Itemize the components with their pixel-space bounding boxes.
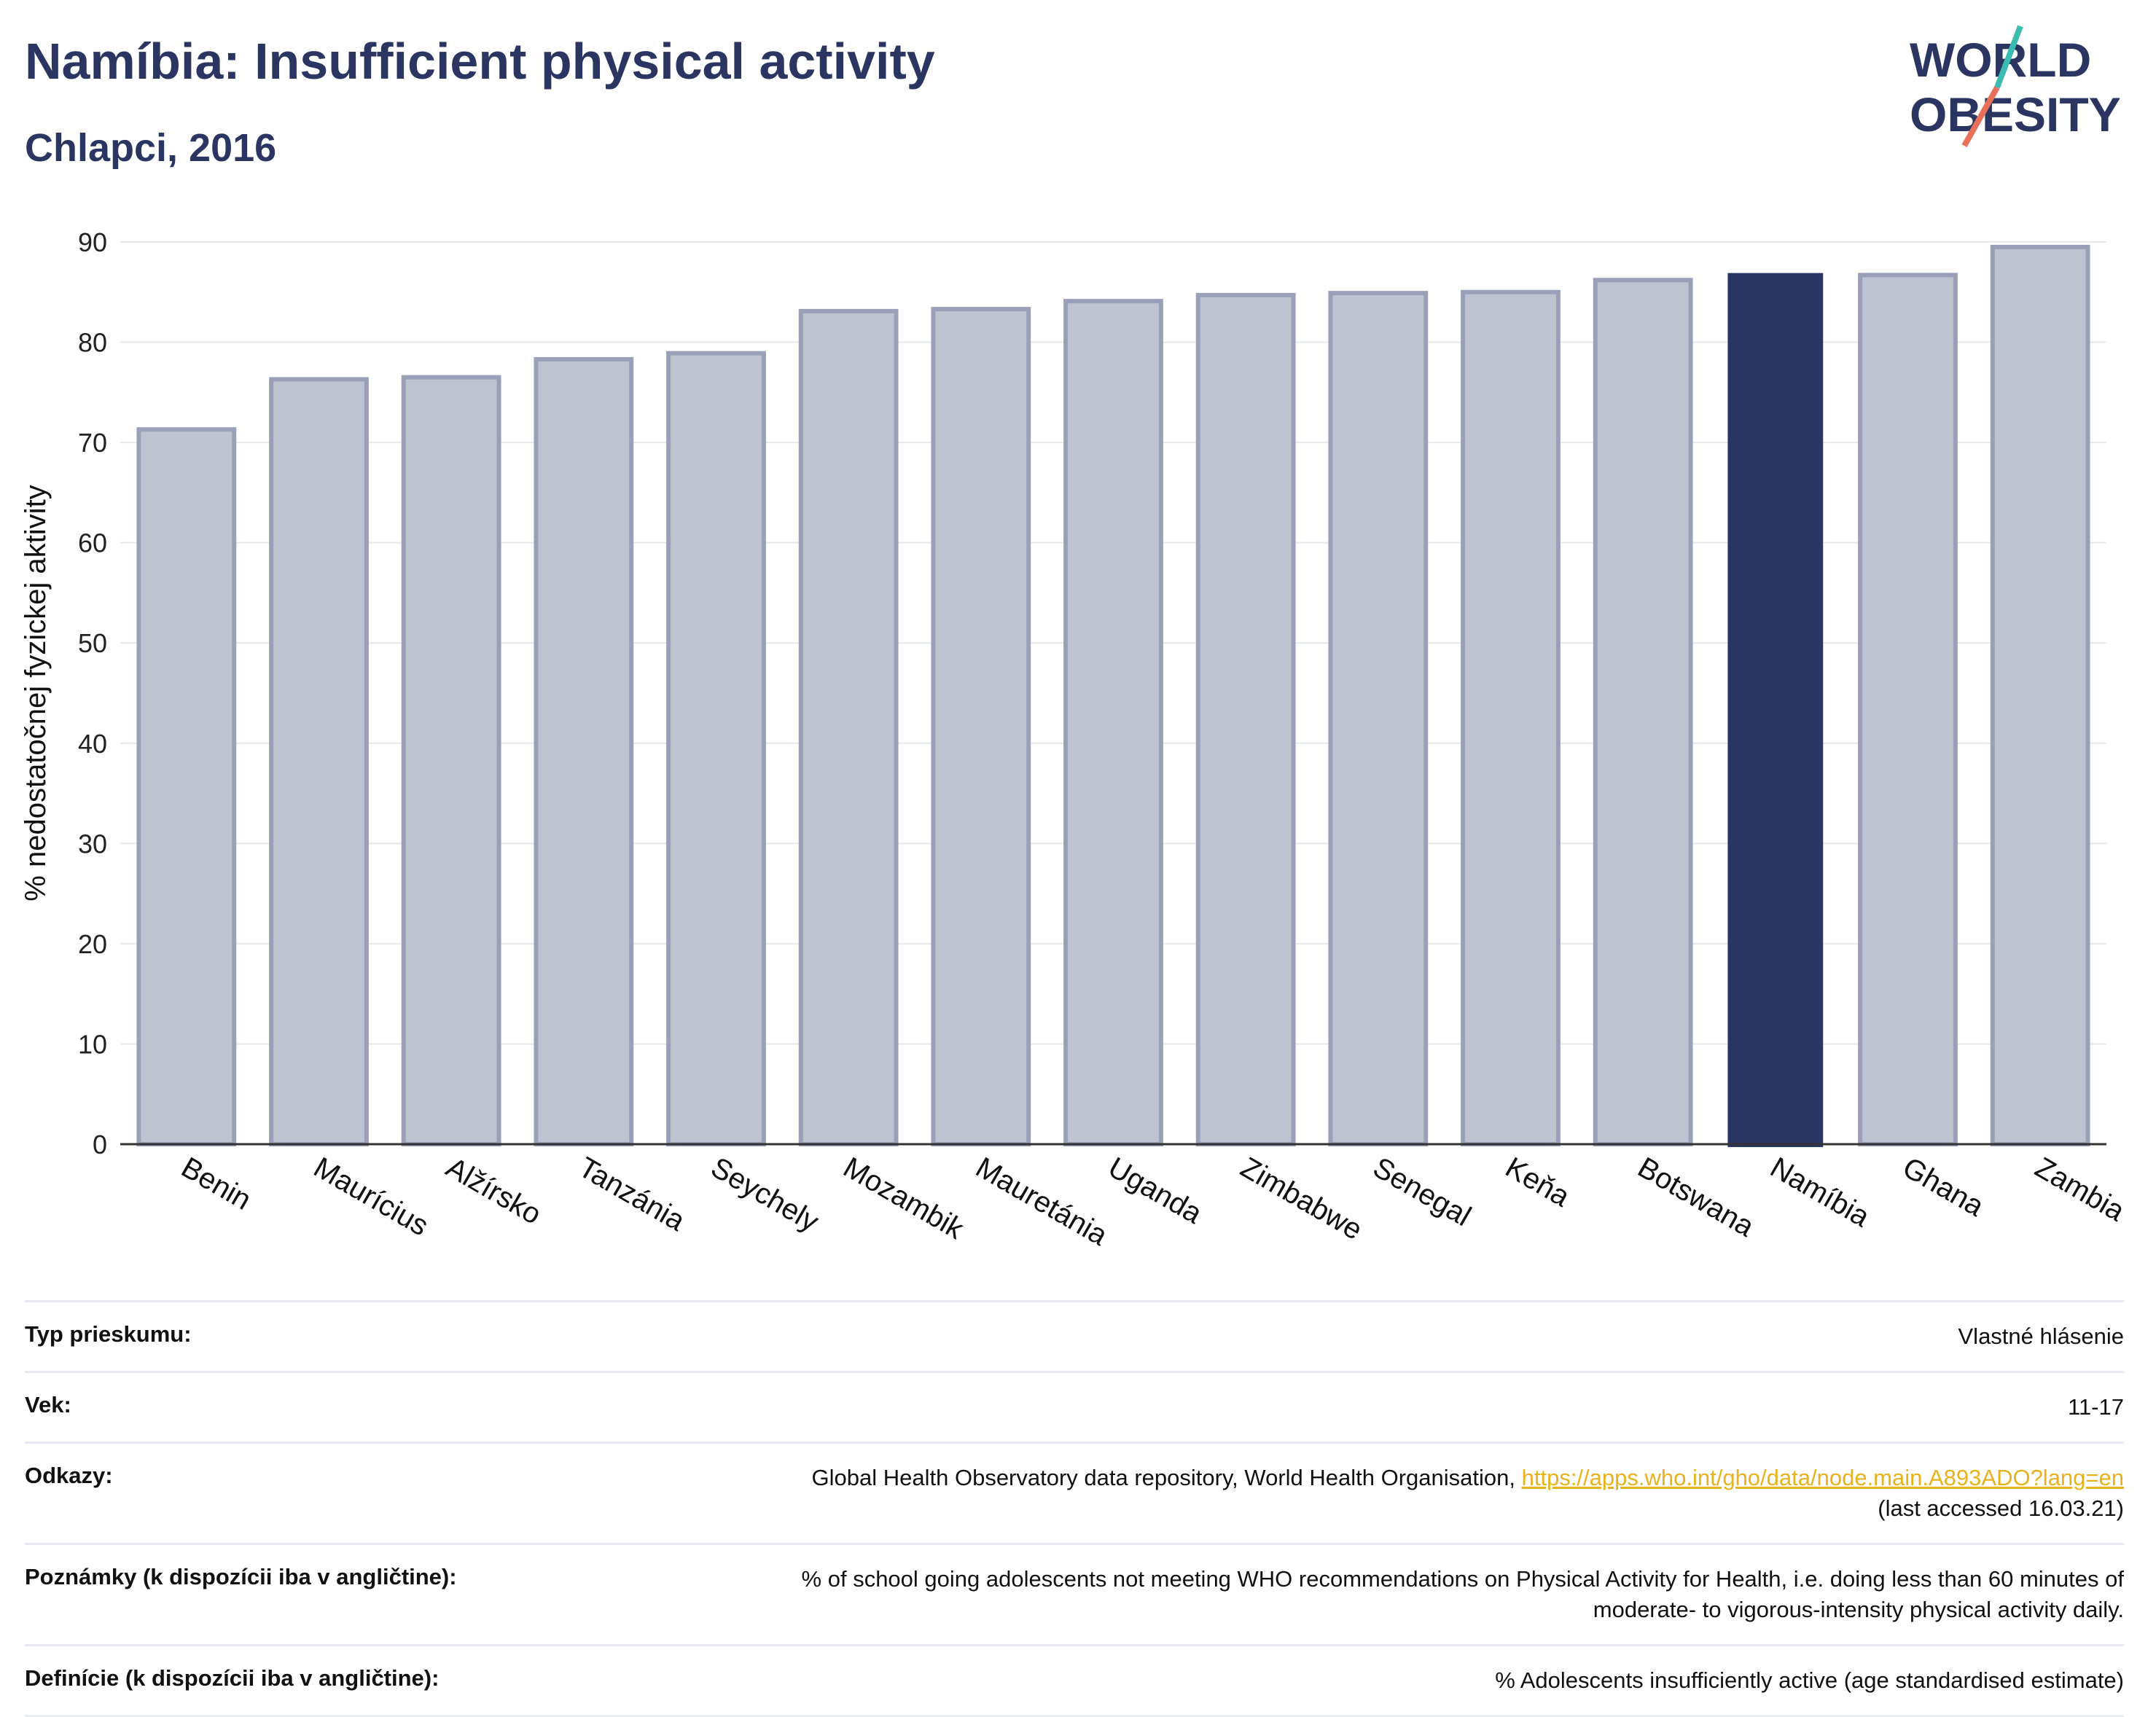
info-row-notes: Poznámky (k dispozícii iba v angličtine)…: [25, 1543, 2124, 1646]
bar-Zambia[interactable]: [1990, 244, 2090, 1146]
x-tick-label: Zimbabwe: [1235, 1151, 1368, 1246]
info-value: % Adolescents insufficiently active (age…: [579, 1644, 2124, 1717]
bar-Namíbia[interactable]: [1727, 273, 1824, 1147]
bar-Mozambik[interactable]: [798, 308, 899, 1146]
bar-Botswana[interactable]: [1593, 278, 1693, 1146]
y-tick-label: 70: [78, 428, 107, 458]
info-value: Vlastné hlásenie: [579, 1300, 2124, 1372]
notes-line2: moderate- to vigorous-intensity physical…: [1593, 1597, 2124, 1622]
x-tick-label: Uganda: [1103, 1151, 1208, 1231]
reference-text: Global Health Observatory data repositor…: [811, 1465, 1522, 1490]
bar-Zimbabwe[interactable]: [1195, 292, 1296, 1147]
y-tick-label: 50: [78, 628, 107, 658]
bar-Tanzánia[interactable]: [534, 356, 634, 1147]
logo-slash-red: [1961, 86, 2000, 147]
bar-Alžírsko[interactable]: [401, 375, 501, 1147]
info-row-age: Vek: 11-17: [25, 1371, 2124, 1443]
info-row-references: Odkazy: Global Health Observatory data r…: [25, 1442, 2124, 1544]
x-tick-label: Zambia: [2030, 1151, 2130, 1228]
notes-line1: % of school going adolescents not meetin…: [801, 1566, 2124, 1592]
y-tick-label: 10: [78, 1029, 107, 1059]
info-value: % of school going adolescents not meetin…: [579, 1543, 2124, 1646]
bar-Seychely[interactable]: [666, 351, 766, 1147]
x-tick-label: Senegal: [1367, 1151, 1476, 1233]
info-key: Typ prieskumu:: [25, 1300, 579, 1372]
x-tick-label: Seychely: [706, 1151, 824, 1238]
x-tick-label: Mauretánia: [970, 1151, 1113, 1253]
y-tick-label: 80: [78, 328, 107, 358]
x-tick-label: Keňa: [1500, 1151, 1576, 1213]
chart-subtitle: Chlapci, 2016: [25, 126, 277, 170]
bar-Maurícius[interactable]: [269, 377, 369, 1146]
x-tick-label: Alžírsko: [441, 1151, 547, 1231]
bar-chart: 0 10 20 30 40 50 60 70 80 90 Benin Maurícius Alžírs…: [20, 227, 2130, 1253]
info-value: Global Health Observatory data repositor…: [579, 1442, 2124, 1544]
y-tick-label: 90: [78, 227, 107, 257]
y-tick-label: 0: [93, 1130, 107, 1159]
reference-accessed: (last accessed 16.03.21): [1878, 1495, 2124, 1521]
x-tick-label: Benin: [176, 1151, 257, 1216]
bars: [136, 244, 2090, 1147]
bar-Benin[interactable]: [136, 427, 237, 1146]
info-row-definitions: Definície (k dispozícii iba v angličtine…: [25, 1644, 2124, 1717]
info-key: Odkazy:: [25, 1442, 579, 1544]
y-tick-label: 30: [78, 829, 107, 858]
bar-Senegal[interactable]: [1328, 291, 1429, 1147]
logo-line2: OBESITY: [1910, 87, 2121, 141]
info-key: Vek:: [25, 1371, 579, 1443]
info-table: Typ prieskumu: Vlastné hlásenie Vek: 11-…: [25, 1300, 2124, 1717]
reference-link[interactable]: https://apps.who.int/gho/data/node.main.…: [1521, 1465, 2124, 1490]
bar-Keňa[interactable]: [1461, 289, 1561, 1146]
x-tick-label: Tanzánia: [573, 1151, 690, 1238]
y-tick-label: 40: [78, 729, 107, 759]
info-row-survey-type: Typ prieskumu: Vlastné hlásenie: [25, 1300, 2124, 1372]
world-obesity-logo: WORLD OBESITY: [1910, 25, 2121, 147]
x-tick-label: Namíbia: [1765, 1151, 1875, 1234]
y-tick-label: 20: [78, 929, 107, 959]
bar-Ghana[interactable]: [1858, 273, 1958, 1147]
info-key: Definície (k dispozícii iba v angličtine…: [25, 1644, 579, 1717]
bar-Uganda[interactable]: [1063, 299, 1163, 1146]
info-key: Poznámky (k dispozícii iba v angličtine)…: [25, 1543, 579, 1646]
x-axis-labels: Benin Maurícius Alžírsko Tanzánia Seychely Mo…: [176, 1151, 2130, 1253]
info-value: 11-17: [579, 1371, 2124, 1443]
chart-title: Namíbia: Insufficient physical activity: [25, 33, 935, 90]
bar-Mauretánia[interactable]: [931, 307, 1031, 1146]
y-tick-label: 60: [78, 528, 107, 558]
y-axis-title: % nedostatočnej fyzickej aktivity: [20, 485, 52, 901]
x-tick-label: Ghana: [1897, 1151, 1990, 1224]
y-axis-ticks: 0 10 20 30 40 50 60 70 80 90: [78, 227, 107, 1159]
x-tick-label: Botswana: [1633, 1151, 1760, 1243]
x-tick-label: Maurícius: [308, 1151, 434, 1243]
logo-slash-teal: [1994, 25, 2023, 89]
x-tick-label: Mozambik: [838, 1151, 970, 1246]
